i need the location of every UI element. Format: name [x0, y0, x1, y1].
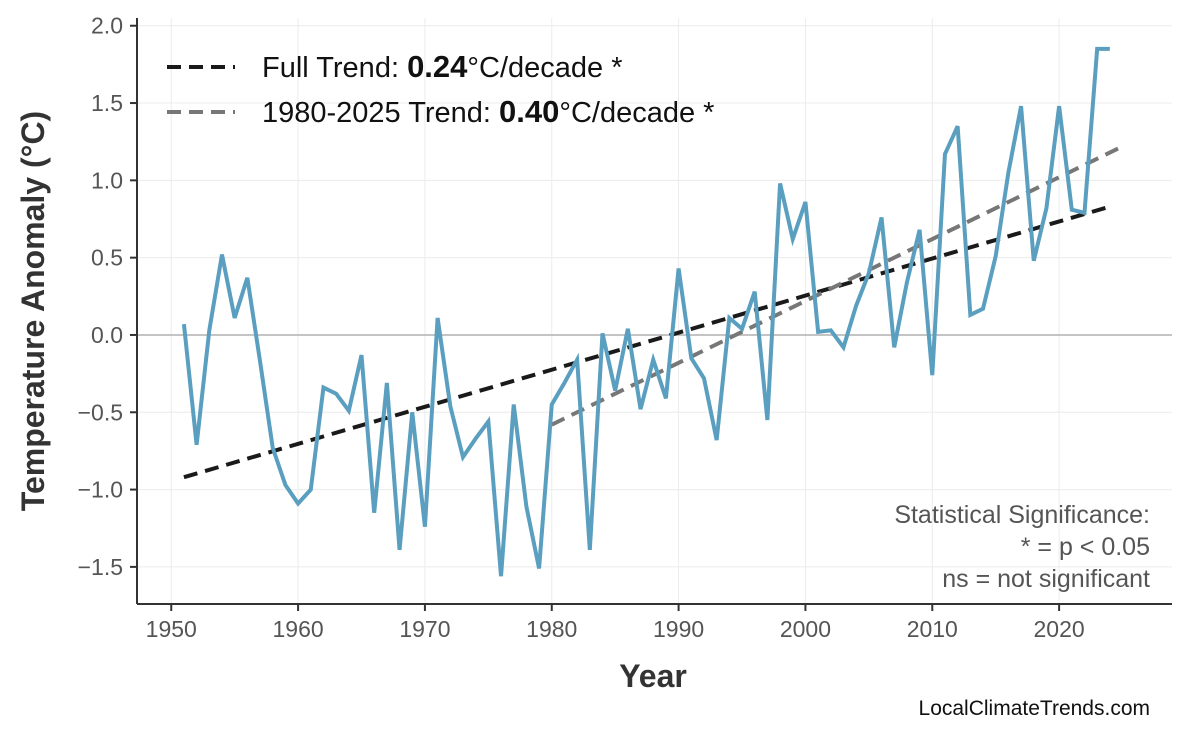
y-tick-label: −1.0 — [78, 477, 123, 503]
credit-text: LocalClimateTrends.com — [919, 697, 1150, 720]
x-tick-label: 2000 — [780, 616, 831, 642]
y-axis-label: Temperature Anomaly (°C) — [15, 111, 51, 511]
legend-recent-trend-label: 1980-2025 Trend: 0.40°C/decade * — [262, 94, 714, 129]
y-tick-label: 0.5 — [91, 245, 123, 271]
x-tick-label: 1990 — [653, 616, 704, 642]
x-tick-label: 2020 — [1034, 616, 1085, 642]
y-tick-label: −1.5 — [78, 554, 123, 580]
x-tick-label: 1980 — [526, 616, 577, 642]
x-tick-label: 2010 — [907, 616, 958, 642]
significance-star: * = p < 0.05 — [1021, 533, 1150, 561]
x-tick-label: 1970 — [399, 616, 450, 642]
x-axis-ticks: 1950 1960 1970 1980 1990 2000 2010 2020 — [146, 604, 1085, 642]
anomaly-series-line — [181, 46, 1110, 577]
y-tick-label: 1.5 — [91, 90, 123, 116]
x-tick-label: 1950 — [146, 616, 197, 642]
y-tick-label: 1.0 — [91, 167, 123, 193]
significance-ns: ns = not significant — [942, 565, 1150, 593]
y-tick-label: −0.5 — [78, 399, 123, 425]
x-axis-label: Year — [619, 658, 687, 694]
trend-lines — [183, 144, 1124, 480]
significance-title: Statistical Significance: — [894, 501, 1150, 529]
y-tick-label: 0.0 — [91, 322, 123, 348]
trend-line — [183, 204, 1111, 480]
significance-note: Statistical Significance: * = p < 0.05 n… — [894, 501, 1150, 593]
y-axis-ticks: −1.5 −1.0 −0.5 0.0 0.5 1.0 1.5 2.0 — [78, 13, 137, 580]
x-tick-label: 1960 — [272, 616, 323, 642]
legend-full-trend-label: Full Trend: 0.24°C/decade * — [262, 49, 623, 84]
legend: Full Trend: 0.24°C/decade * 1980-2025 Tr… — [167, 49, 714, 129]
y-tick-label: 2.0 — [91, 13, 123, 39]
